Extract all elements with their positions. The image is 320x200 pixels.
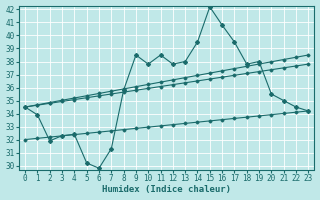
X-axis label: Humidex (Indice chaleur): Humidex (Indice chaleur) <box>102 185 231 194</box>
